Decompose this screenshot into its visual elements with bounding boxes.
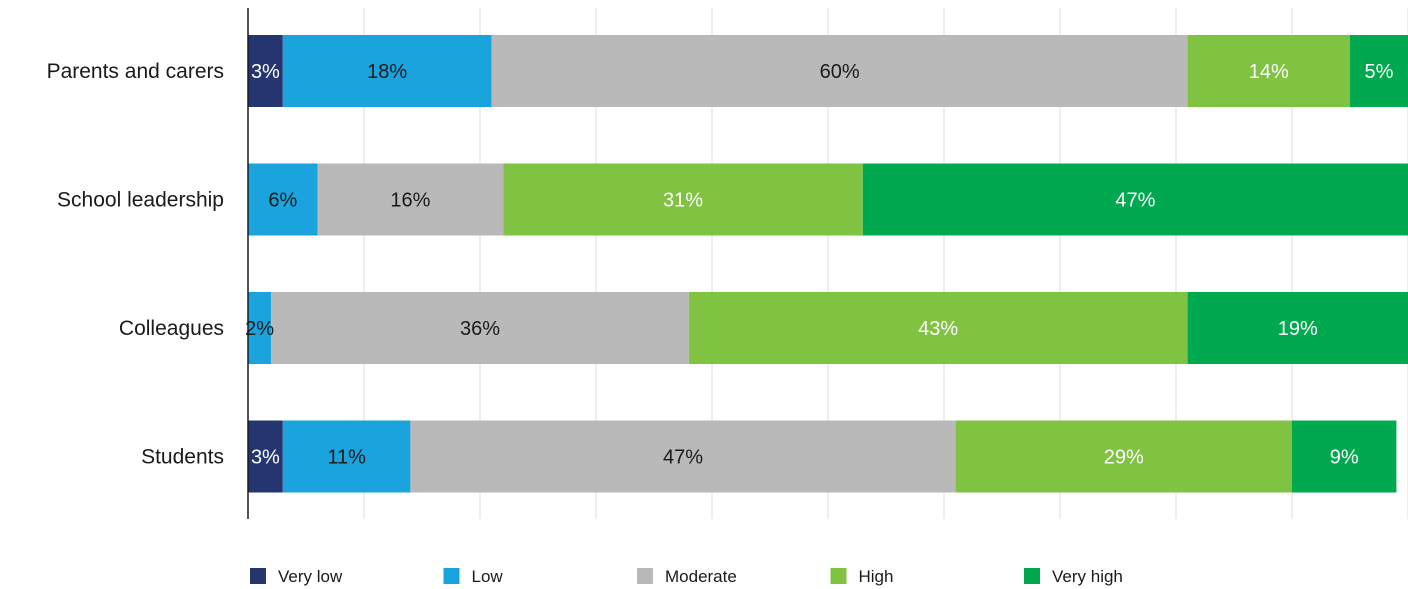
data-label: 60%: [820, 61, 860, 83]
legend-item: Moderate: [637, 567, 737, 586]
data-label: 2%: [245, 318, 274, 340]
data-label: 29%: [1104, 447, 1144, 469]
data-label: 47%: [1115, 190, 1155, 212]
data-labels: 3% 18% 60% 14% 5% 6% 16% 31% 47% 2% 36% 43% 19% 3% 11%…: [245, 61, 1394, 469]
legend: Very low Low Moderate High Very high: [250, 567, 1123, 586]
data-label: 14%: [1249, 61, 1289, 83]
bar-segment: [282, 420, 411, 493]
legend-swatch: [443, 568, 460, 584]
bar-segment: [862, 163, 1408, 236]
bar-segment: [271, 292, 689, 364]
data-label: 19%: [1278, 318, 1318, 340]
legend-label: Very high: [1052, 567, 1123, 586]
bar-segment: [248, 292, 272, 364]
bar-segment: [503, 163, 863, 236]
bar-segment: [248, 420, 283, 493]
legend-swatch: [830, 568, 847, 584]
legend-swatch: [637, 568, 653, 584]
legend-swatch: [1024, 568, 1040, 584]
data-label: 47%: [663, 447, 703, 469]
data-label: 11%: [327, 447, 366, 469]
data-label: 16%: [390, 190, 430, 212]
legend-item: Low: [443, 567, 504, 586]
bar-segment: [688, 292, 1188, 364]
data-label: 18%: [367, 61, 407, 83]
legend-item: Very low: [250, 567, 343, 586]
bar-segment: [248, 35, 283, 107]
bar-row-1: [248, 163, 1408, 236]
data-label: 36%: [460, 318, 500, 340]
data-label: 31%: [663, 190, 703, 212]
bar-segment: [1187, 292, 1408, 364]
data-label: 43%: [918, 318, 958, 340]
data-label: 3%: [251, 61, 280, 83]
category-label: Students: [141, 446, 224, 469]
bar-segment: [1350, 35, 1408, 107]
bar-segment: [248, 163, 318, 236]
bar-segment: [282, 35, 492, 107]
category-label: Colleagues: [119, 317, 224, 340]
category-label: Parents and carers: [47, 60, 224, 83]
bars: [248, 35, 1408, 493]
legend-label: High: [859, 567, 894, 586]
data-label: 5%: [1365, 61, 1394, 83]
legend-label: Moderate: [665, 567, 737, 586]
bar-segment: [317, 163, 504, 236]
bar-segment: [491, 35, 1188, 107]
legend-label: Very low: [278, 567, 343, 586]
legend-item: Very high: [1024, 567, 1123, 586]
bar-row-2: [248, 292, 1408, 364]
data-label: 9%: [1330, 447, 1359, 469]
bar-segment: [1292, 420, 1397, 493]
bar-segment: [955, 420, 1292, 493]
category-label: School leadership: [57, 189, 224, 212]
data-label: 3%: [251, 447, 280, 469]
legend-swatch: [250, 568, 266, 584]
legend-item: High: [830, 567, 894, 586]
legend-label: Low: [472, 567, 504, 586]
bar-segment: [1187, 35, 1350, 107]
bar-row-0: [248, 35, 1408, 107]
bar-segment: [410, 420, 956, 493]
bar-row-3: [248, 420, 1397, 493]
data-label: 6%: [268, 190, 297, 212]
